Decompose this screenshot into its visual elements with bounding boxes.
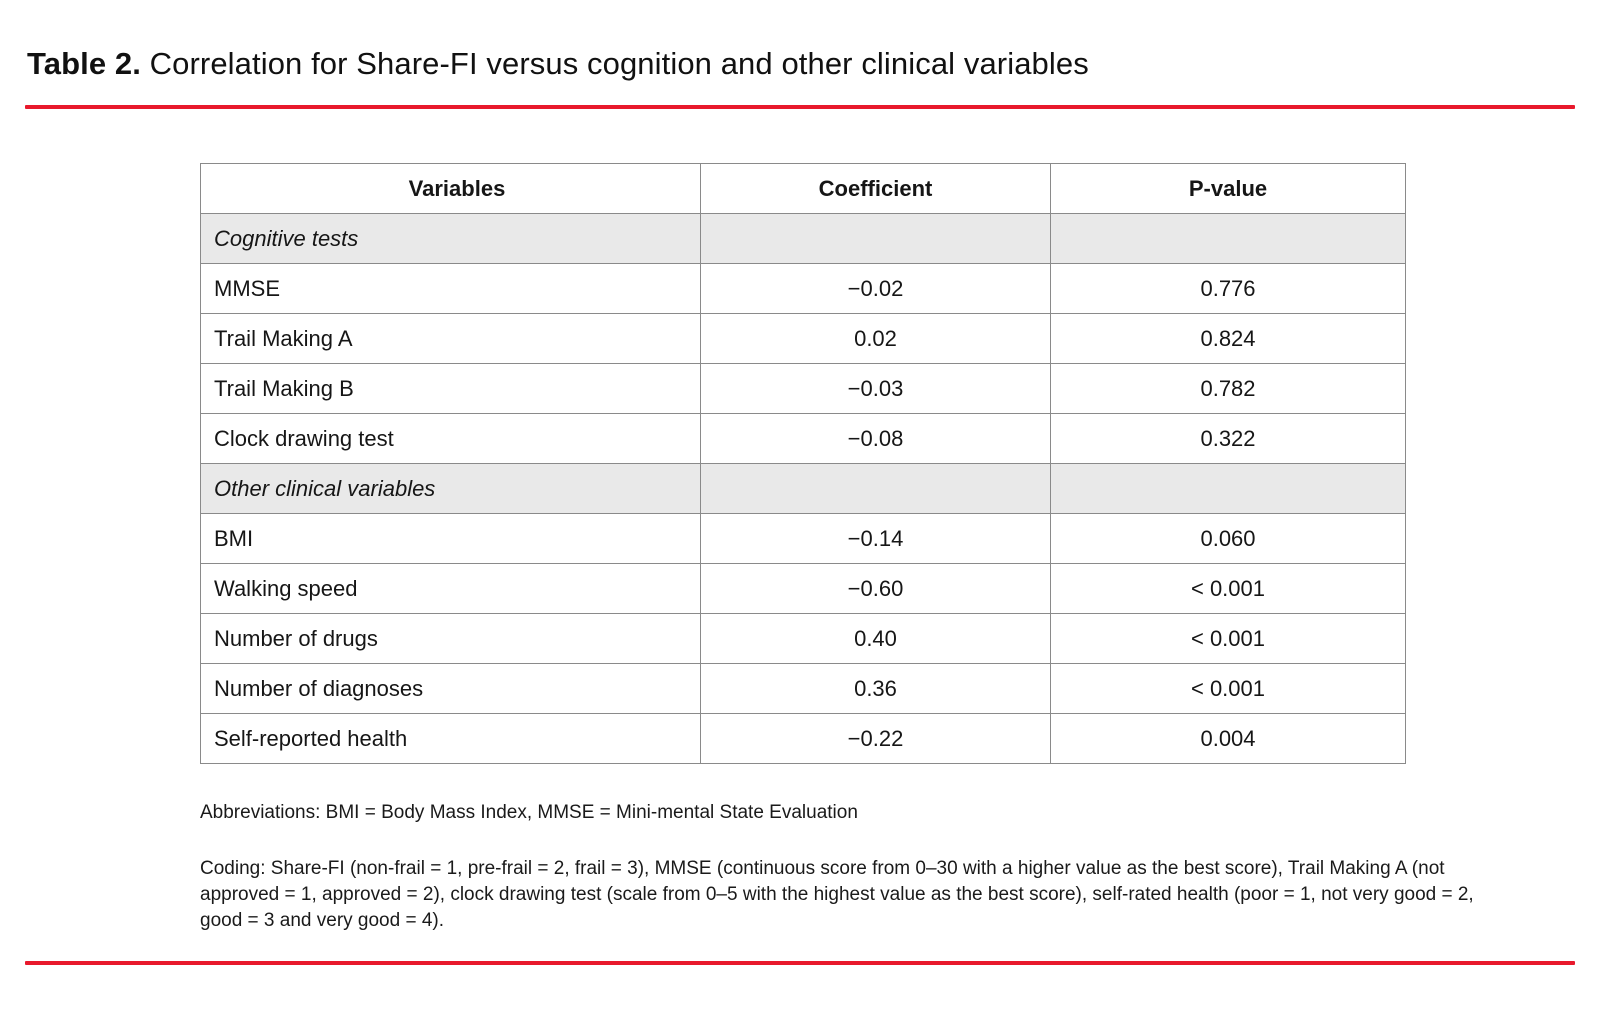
table-body: Cognitive tests MMSE −0.02 0.776 Trail Makin… [200,213,1406,764]
variable-cell: BMI [200,513,701,564]
table-row: Walking speed −0.60 < 0.001 [200,563,1406,614]
bottom-red-rule [25,961,1575,965]
column-header-coefficient: Coefficient [700,163,1051,214]
p-value-cell: 0.782 [1050,363,1406,414]
p-value-cell: < 0.001 [1050,663,1406,714]
variable-cell: Walking speed [200,563,701,614]
table-title: Table 2. Correlation for Share-FI versus… [27,46,1089,82]
top-red-rule [25,105,1575,109]
coefficient-cell: 0.36 [700,663,1051,714]
p-value-cell: 0.004 [1050,713,1406,764]
table-row: Trail Making A 0.02 0.824 [200,313,1406,364]
correlation-table: Variables Coefficient P-value Cognitive … [200,163,1406,764]
variable-cell: Clock drawing test [200,413,701,464]
coefficient-cell: 0.02 [700,313,1051,364]
variable-cell: Self-reported health [200,713,701,764]
table-row: MMSE −0.02 0.776 [200,263,1406,314]
section-empty-cell [700,463,1051,514]
table-row: Self-reported health −0.22 0.004 [200,713,1406,764]
coefficient-cell: −0.60 [700,563,1051,614]
section-label: Cognitive tests [200,213,701,264]
table-title-text: Correlation for Share-FI versus cognitio… [149,46,1089,81]
column-header-variables: Variables [200,163,701,214]
variable-cell: Trail Making B [200,363,701,414]
variable-cell: Number of diagnoses [200,663,701,714]
section-row: Other clinical variables [200,463,1406,514]
variable-cell: Number of drugs [200,613,701,664]
coefficient-cell: −0.22 [700,713,1051,764]
section-label: Other clinical variables [200,463,701,514]
table-row: Number of diagnoses 0.36 < 0.001 [200,663,1406,714]
table-row: Clock drawing test −0.08 0.322 [200,413,1406,464]
coding-note: Coding: Share-FI (non-frail = 1, pre-fra… [200,858,1474,931]
abbreviations-note: Abbreviations: BMI = Body Mass Index, MM… [200,802,858,823]
section-empty-cell [1050,213,1406,264]
table-row: BMI −0.14 0.060 [200,513,1406,564]
coefficient-cell: −0.02 [700,263,1051,314]
coefficient-cell: −0.14 [700,513,1051,564]
p-value-cell: 0.060 [1050,513,1406,564]
p-value-cell: 0.824 [1050,313,1406,364]
p-value-cell: < 0.001 [1050,613,1406,664]
variable-cell: MMSE [200,263,701,314]
section-row: Cognitive tests [200,213,1406,264]
section-empty-cell [1050,463,1406,514]
coefficient-cell: −0.03 [700,363,1051,414]
coefficient-cell: −0.08 [700,413,1051,464]
table-row: Trail Making B −0.03 0.782 [200,363,1406,414]
variable-cell: Trail Making A [200,313,701,364]
table-row: Number of drugs 0.40 < 0.001 [200,613,1406,664]
p-value-cell: 0.322 [1050,413,1406,464]
coefficient-cell: 0.40 [700,613,1051,664]
p-value-cell: < 0.001 [1050,563,1406,614]
column-header-p-value: P-value [1050,163,1406,214]
header-row: Variables Coefficient P-value [200,163,1406,214]
section-empty-cell [700,213,1051,264]
p-value-cell: 0.776 [1050,263,1406,314]
table-title-label: Table 2. [27,46,141,81]
